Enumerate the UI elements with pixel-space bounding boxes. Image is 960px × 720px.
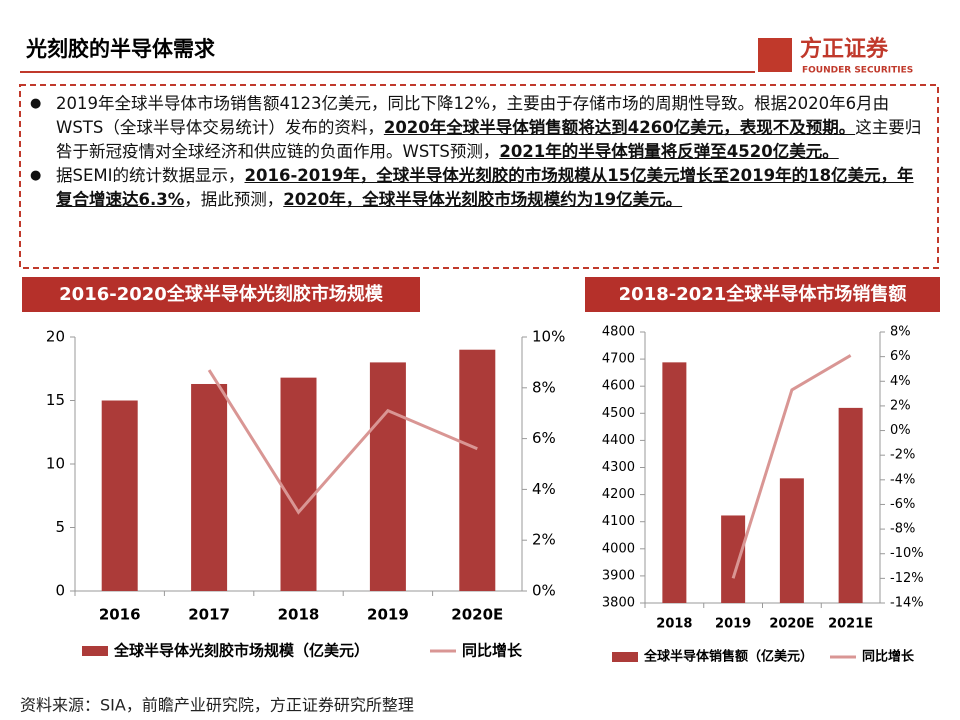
bar — [191, 383, 228, 591]
y2-tick-label: -6% — [890, 497, 915, 512]
y-tick-label: 15 — [46, 391, 65, 409]
bar — [721, 515, 746, 603]
y2-tick-label: 6% — [890, 349, 911, 364]
y-tick-label: 4300 — [602, 460, 635, 475]
x-tick-label: 2019 — [715, 617, 751, 632]
x-tick-label: 2018 — [278, 606, 320, 624]
bullet: 2019年全球半导体市场销售额4123亿美元，同比下降12%，主要由于存储市场的… — [28, 92, 928, 164]
bullet: 据SEMI的统计数据显示，2016-2019年，全球半导体光刻胶的市场规模从15… — [28, 164, 928, 212]
x-tick-label: 2021E — [828, 617, 873, 632]
bullet-text: 2019年全球半导体市场销售额4123亿美元，同比下降12%，主要由于存储市场的… — [56, 94, 890, 137]
y-tick-label: 4600 — [602, 379, 635, 394]
y2-tick-label: 0% — [890, 423, 911, 438]
y-tick-label: 5 — [55, 518, 65, 536]
line — [207, 369, 478, 515]
legend-label: 全球半导体销售额（亿美元） — [643, 649, 813, 665]
y2-tick-label: 0% — [532, 582, 556, 600]
bullets: 2019年全球半导体市场销售额4123亿美元，同比下降12%，主要由于存储市场的… — [28, 92, 928, 212]
y2-tick-label: 4% — [890, 374, 911, 389]
y-tick-label: 4700 — [602, 352, 635, 367]
y2-tick-label: 2% — [532, 531, 556, 549]
legend-swatch — [82, 646, 108, 656]
x-tick-label: 2020E — [769, 617, 814, 632]
bullet-highlight: 2016-2019年，全球半导体光刻胶的市场规模从15亿美元增长至2019年的1… — [56, 166, 914, 209]
chart-title-bg — [585, 277, 940, 312]
slide-title: 光刻胶的半导体需求 — [25, 37, 215, 61]
bar — [459, 349, 496, 591]
y-tick-label: 10 — [46, 455, 65, 473]
bar — [280, 377, 317, 591]
y2-tick-label: -2% — [890, 448, 915, 463]
chart-title: 2018-2021全球半导体市场销售额 — [619, 283, 907, 305]
y2-tick-label: 2% — [890, 398, 911, 413]
legend-label: 同比增长 — [462, 642, 523, 660]
x-tick-label: 2017 — [188, 606, 230, 624]
x-tick-label: 2020E — [451, 606, 503, 624]
y2-tick-label: 4% — [532, 480, 556, 498]
y2-tick-label: -8% — [890, 522, 915, 537]
y2-tick-label: -12% — [890, 571, 924, 586]
bullet-text: 这主要归咎于新冠疫情对全球经济和供应链的负面作用。WSTS预测， — [56, 118, 922, 161]
logo-sub: FOUNDER SECURITIES — [802, 66, 913, 76]
bar — [369, 362, 406, 591]
bar — [779, 478, 804, 603]
y-tick-label: 4000 — [602, 541, 635, 556]
y-tick-label: 4200 — [602, 487, 635, 502]
line — [731, 354, 852, 579]
x-tick-label: 2018 — [656, 617, 692, 632]
bullet-highlight: 2021年的半导体销量将反弹至4520亿美元。 — [499, 142, 839, 161]
bar — [838, 407, 863, 603]
chart-title-bg — [22, 277, 420, 312]
y2-tick-label: 8% — [532, 378, 556, 396]
y-tick-label: 4500 — [602, 406, 635, 421]
y2-tick-label: 6% — [532, 429, 556, 447]
bar — [101, 400, 138, 591]
y-tick-label: 4100 — [602, 514, 635, 529]
x-tick-label: 2016 — [99, 606, 141, 624]
footer: 资料来源：SIA，前瞻产业研究院，方正证券研究所整理 — [20, 696, 414, 715]
y-tick-label: 4400 — [602, 433, 635, 448]
bullet-highlight: 2020年全球半导体销售额将达到4260亿美元，表现不及预期。 — [383, 118, 856, 137]
legend-swatch — [612, 652, 638, 662]
y-tick-label: 3800 — [602, 596, 635, 611]
legend-label: 同比增长 — [862, 649, 915, 665]
y2-tick-label: 8% — [890, 325, 911, 340]
bullet-text: 据SEMI的统计数据显示， — [56, 166, 245, 185]
chart-title: 2016-2020全球半导体光刻胶市场规模 — [59, 283, 384, 305]
y-tick-label: 4800 — [602, 325, 635, 340]
bullet-highlight: 2020年，全球半导体光刻胶市场规模约为19亿美元。 — [283, 190, 683, 209]
y2-tick-label: -10% — [890, 546, 924, 561]
y-tick-label: 3900 — [602, 568, 635, 583]
logo-text: 方正证券 — [800, 36, 889, 62]
y-tick-label: 20 — [46, 328, 65, 346]
y2-tick-label: 10% — [532, 328, 565, 346]
bullet-text: ，据此预测， — [184, 190, 284, 209]
y2-tick-label: -4% — [890, 472, 915, 487]
bar — [662, 362, 687, 603]
bullet-box — [19, 84, 939, 269]
legend-label: 全球半导体光刻胶市场规模（亿美元） — [113, 642, 369, 660]
x-tick-label: 2019 — [367, 606, 409, 624]
y-tick-label: 0 — [55, 582, 65, 600]
y2-tick-label: -14% — [890, 596, 924, 611]
logo-mark — [758, 38, 792, 72]
